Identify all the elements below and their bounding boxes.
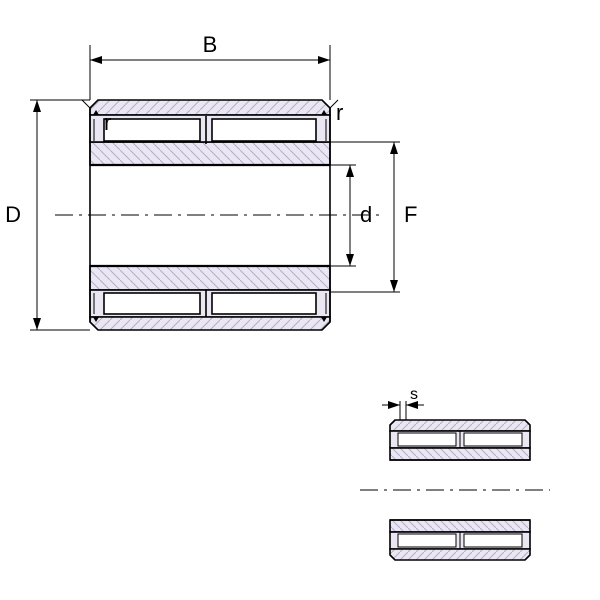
svg-text:r: r <box>336 100 343 125</box>
svg-text:D: D <box>5 202 21 227</box>
svg-text:r: r <box>104 110 111 135</box>
svg-text:F: F <box>404 202 417 227</box>
svg-text:B: B <box>203 32 218 57</box>
svg-text:d: d <box>360 202 372 227</box>
svg-text:s: s <box>410 386 418 403</box>
